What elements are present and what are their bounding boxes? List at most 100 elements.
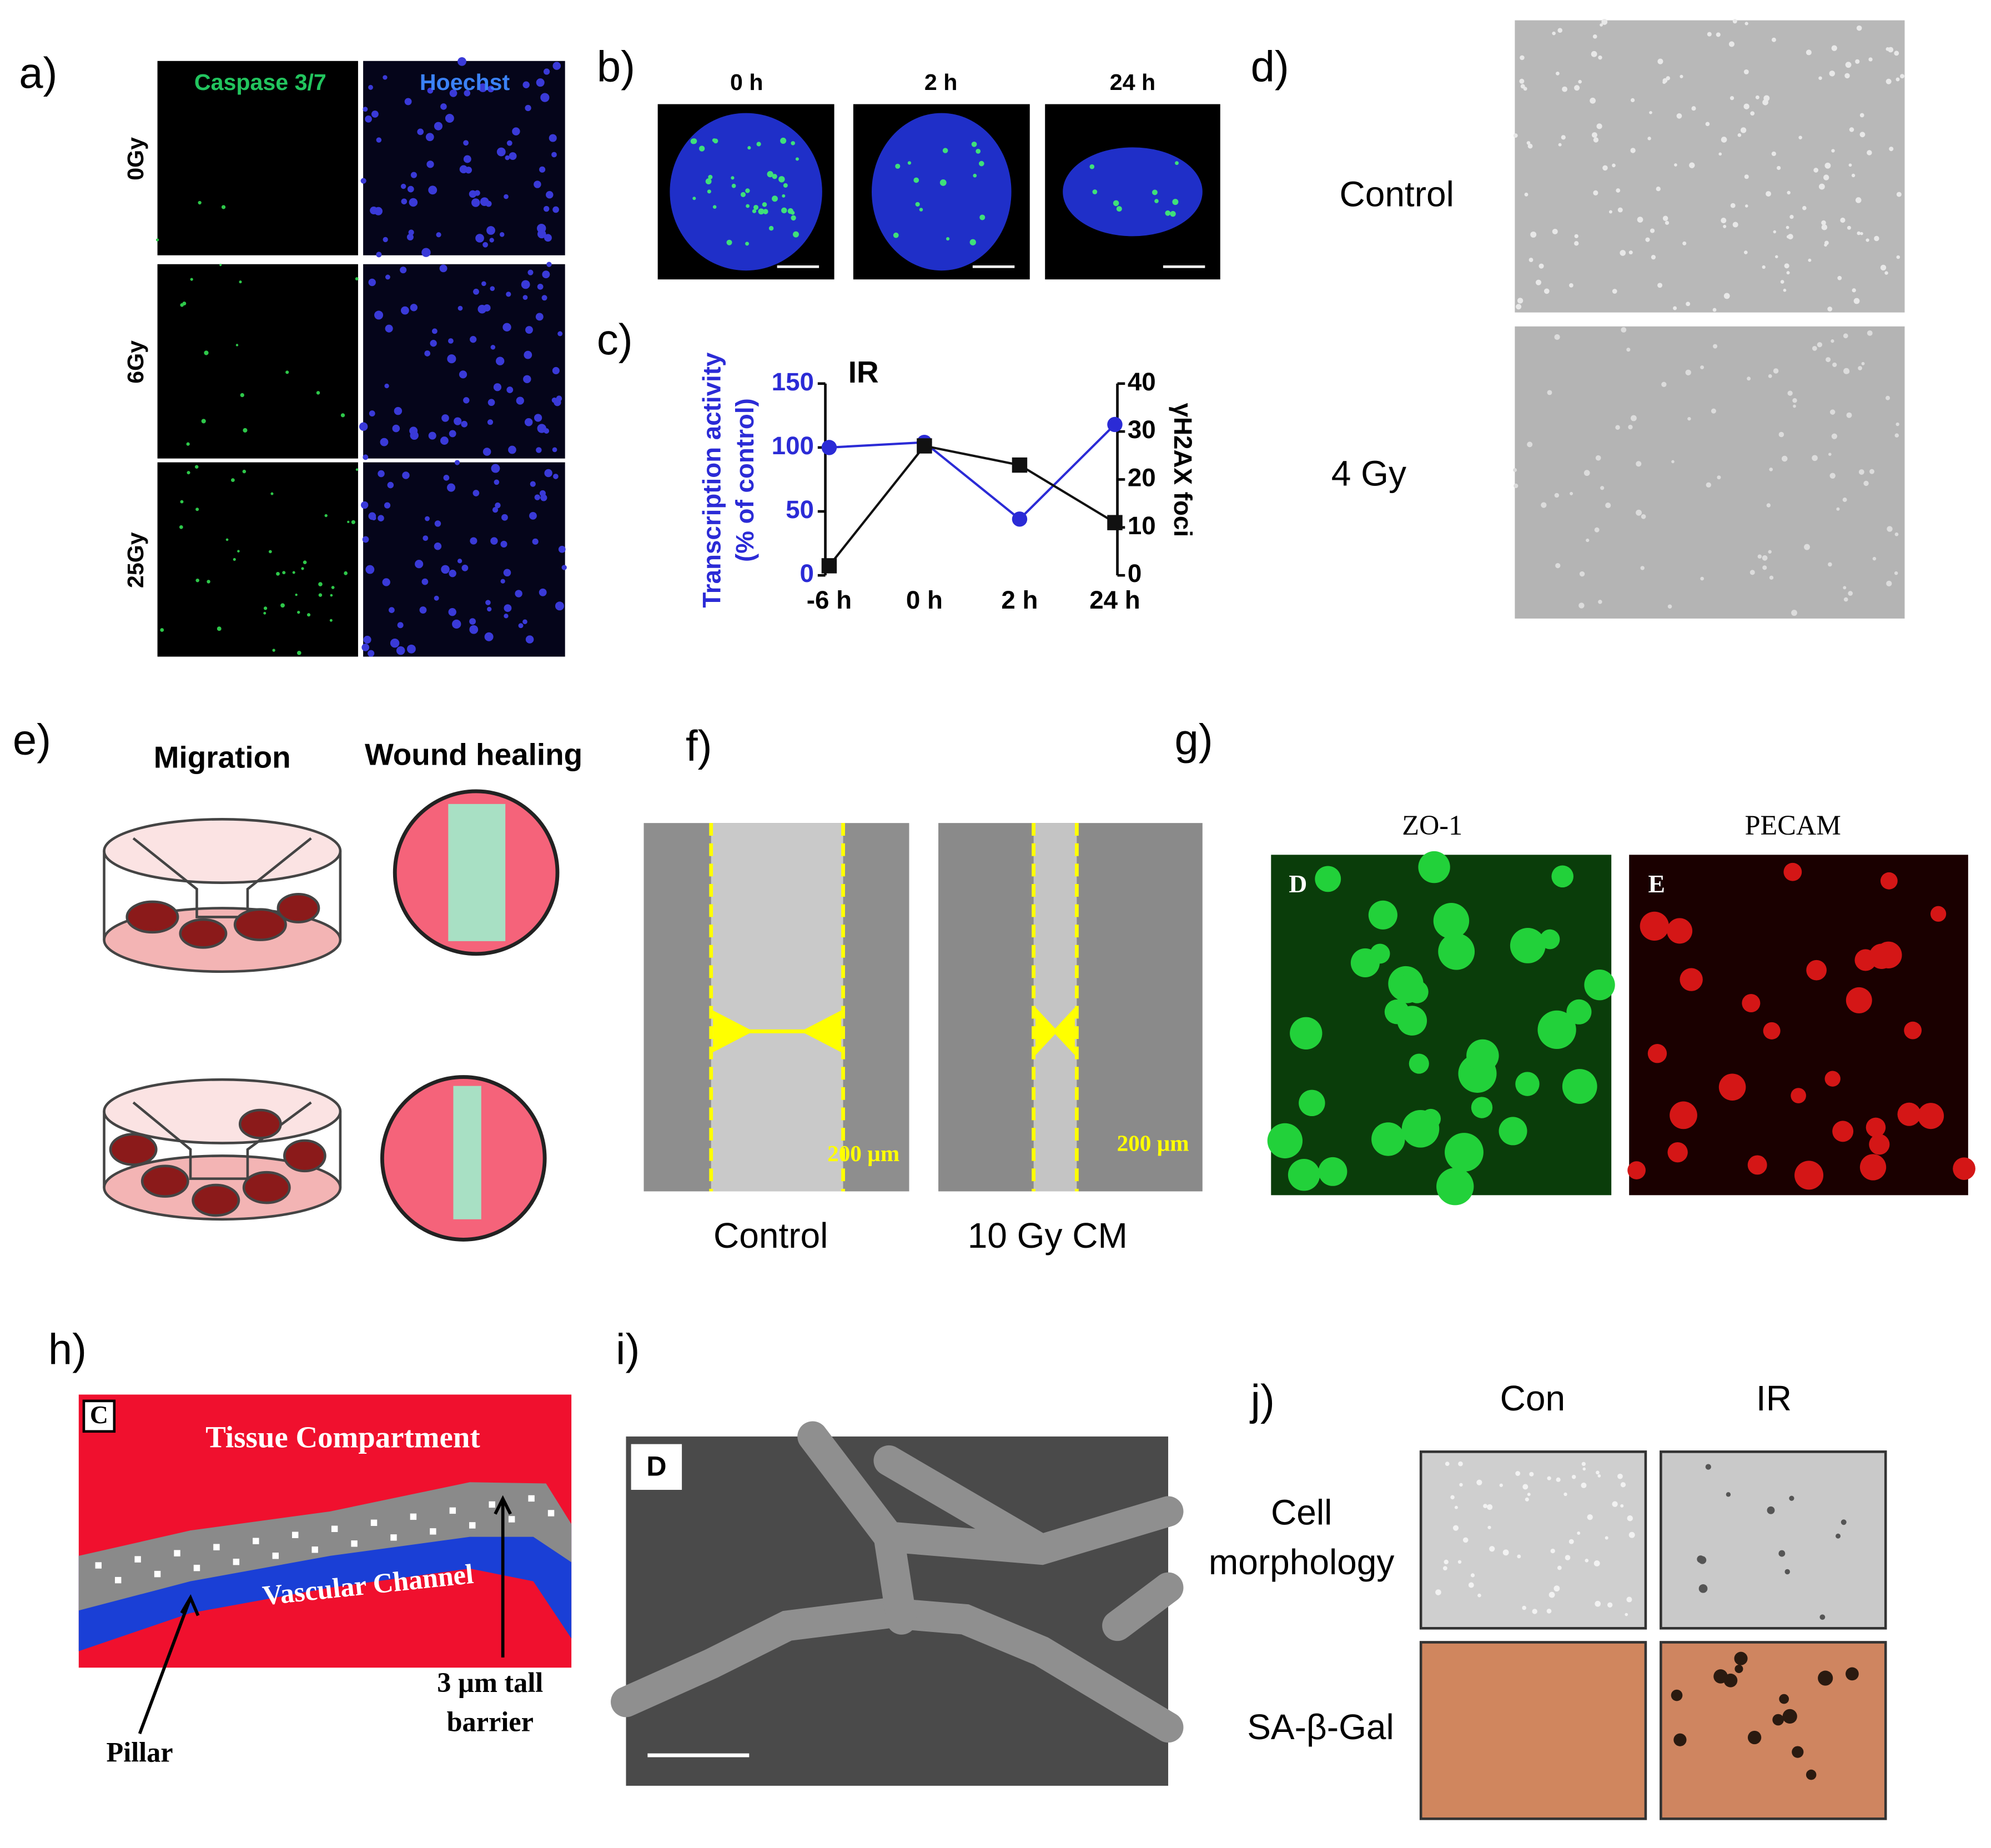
cell [1581,1462,1586,1467]
annotation: IR [848,355,879,389]
cell [1647,1044,1667,1063]
cell [428,185,438,195]
cell [1591,51,1597,57]
cell [1554,334,1560,340]
cell [1299,1089,1325,1117]
cell [1515,1072,1540,1096]
cell [1170,210,1176,217]
cell [1630,98,1635,103]
cell [1637,217,1643,223]
y2-tick-label: 20 [1128,464,1156,492]
cell [540,93,550,102]
cell [557,331,563,337]
cell [753,204,759,210]
cell [1828,562,1832,567]
cell [469,618,476,625]
cell [1620,1504,1624,1508]
cell [1656,187,1661,192]
row-label: 0Gy [123,137,148,180]
cell [1691,106,1696,111]
cell [1783,862,1802,881]
cell [1832,1121,1854,1142]
cell [552,62,561,70]
cell [1896,77,1900,82]
cell [713,138,718,144]
cell [1172,199,1179,205]
cell [155,238,159,242]
cell [490,345,496,350]
cell [463,155,471,163]
cell [1393,975,1422,1003]
cell [1553,1585,1560,1592]
cell [1819,1614,1826,1620]
inset-label: D [1289,870,1307,898]
cell [1649,111,1652,114]
cell [1477,1593,1481,1598]
barrier [78,1482,572,1611]
cell [740,192,746,198]
cell [194,465,199,469]
cell [1517,1554,1521,1559]
cell [1570,491,1573,495]
cell [1466,1039,1499,1072]
cell [1700,365,1705,369]
y-label: (% of control) [731,398,759,562]
cell [454,417,462,425]
cell [1861,361,1865,365]
panel-label: f) [686,722,712,770]
cell [1165,210,1171,216]
cell [1723,293,1730,299]
cell [1859,1154,1887,1181]
cell [378,515,384,521]
cell [1590,97,1596,104]
cell [1547,1476,1551,1480]
cell [1747,1730,1762,1745]
cell [1768,374,1772,378]
cell [1886,78,1892,84]
cell [1843,368,1850,374]
cell [1522,1605,1526,1610]
point [1012,457,1028,473]
cell [237,550,240,553]
cell [1527,1493,1531,1497]
cell [1433,903,1470,939]
cell [1852,288,1856,293]
cell [207,580,210,584]
cell [731,176,735,180]
cell [1843,586,1847,590]
cell [1665,220,1670,225]
cell [544,469,552,478]
cell [1880,872,1898,890]
column-label: 10 Gy CM [968,1216,1128,1256]
cell [198,200,202,205]
cell [448,338,454,344]
cell [1626,1596,1632,1603]
cell [1792,398,1797,403]
cell [282,571,286,575]
cell [1698,1556,1707,1564]
cell [1535,279,1542,285]
cell [1886,395,1891,400]
cell [1452,1525,1459,1531]
cell [1762,555,1768,561]
cell [1598,600,1602,604]
inset-label: E [1648,870,1666,898]
y-label: Transcription activity [697,352,726,608]
cell [1812,345,1817,351]
cell [1612,1501,1618,1507]
cell [1821,220,1826,225]
cell [1831,45,1837,51]
cell [537,283,544,290]
cell [1769,468,1773,471]
cell [1607,1602,1613,1608]
cell [1671,1689,1683,1701]
cell [1728,41,1734,47]
cell [219,264,222,267]
cell [190,278,193,281]
cell [1762,265,1766,269]
pillar [174,1550,180,1556]
cell [470,336,477,343]
cell [1880,264,1887,271]
cell [1662,78,1668,83]
cell [506,386,514,393]
